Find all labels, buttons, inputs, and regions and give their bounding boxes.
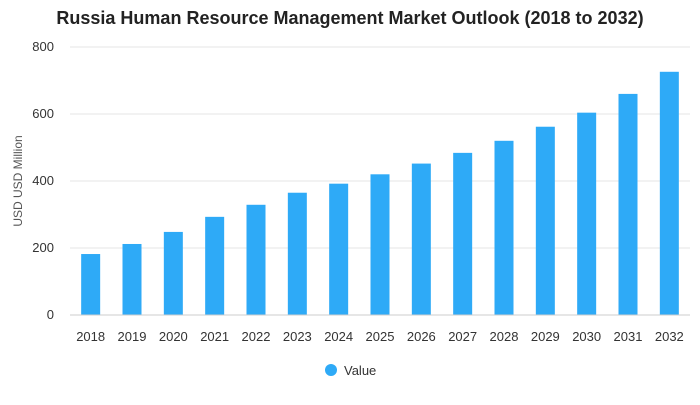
y-axis-label: USD USD Million — [11, 135, 25, 226]
legend-marker — [325, 364, 337, 376]
bar-2031[interactable] — [618, 93, 638, 316]
bar-2023[interactable] — [287, 192, 307, 315]
y-tick-label: 200 — [32, 240, 54, 255]
chart-title: Russia Human Resource Management Market … — [56, 8, 644, 28]
legend: Value — [325, 363, 376, 378]
x-tick-label: 2018 — [76, 329, 105, 344]
x-tick-label: 2021 — [200, 329, 229, 344]
x-tick-label: 2020 — [159, 329, 188, 344]
bar-2022[interactable] — [246, 204, 266, 315]
bar-2026[interactable] — [411, 163, 431, 315]
bar-2032[interactable] — [659, 71, 679, 315]
bar-2018[interactable] — [81, 254, 101, 315]
bar-2028[interactable] — [494, 140, 514, 315]
bars — [81, 71, 679, 316]
x-tick-label: 2029 — [531, 329, 560, 344]
x-tick-label: 2027 — [448, 329, 477, 344]
x-tick-label: 2026 — [407, 329, 436, 344]
bar-2029[interactable] — [535, 126, 555, 315]
x-tick-label: 2030 — [572, 329, 601, 344]
y-tick-label: 400 — [32, 173, 54, 188]
bar-2030[interactable] — [577, 112, 597, 315]
y-tick-label: 0 — [47, 307, 54, 322]
x-tick-label: 2019 — [118, 329, 147, 344]
legend-label: Value — [344, 363, 376, 378]
x-tick-label: 2032 — [655, 329, 684, 344]
bar-2025[interactable] — [370, 174, 390, 315]
bar-2021[interactable] — [205, 216, 225, 315]
x-tick-label: 2024 — [324, 329, 353, 344]
bar-2019[interactable] — [122, 243, 142, 315]
legend-item-value[interactable]: Value — [325, 363, 376, 378]
x-tick-label: 2023 — [283, 329, 312, 344]
bar-2020[interactable] — [163, 231, 183, 315]
axes: 0 200 400 600 800 2018 2019 2020 2021 2022 2023 202… — [32, 39, 690, 344]
bar-2027[interactable] — [453, 152, 473, 315]
y-tick-label: 600 — [32, 106, 54, 121]
x-tick-label: 2031 — [614, 329, 643, 344]
x-tick-label: 2022 — [242, 329, 271, 344]
x-tick-label: 2025 — [366, 329, 395, 344]
y-tick-label: 800 — [32, 39, 54, 54]
x-tick-label: 2028 — [490, 329, 519, 344]
bar-2024[interactable] — [329, 183, 349, 315]
